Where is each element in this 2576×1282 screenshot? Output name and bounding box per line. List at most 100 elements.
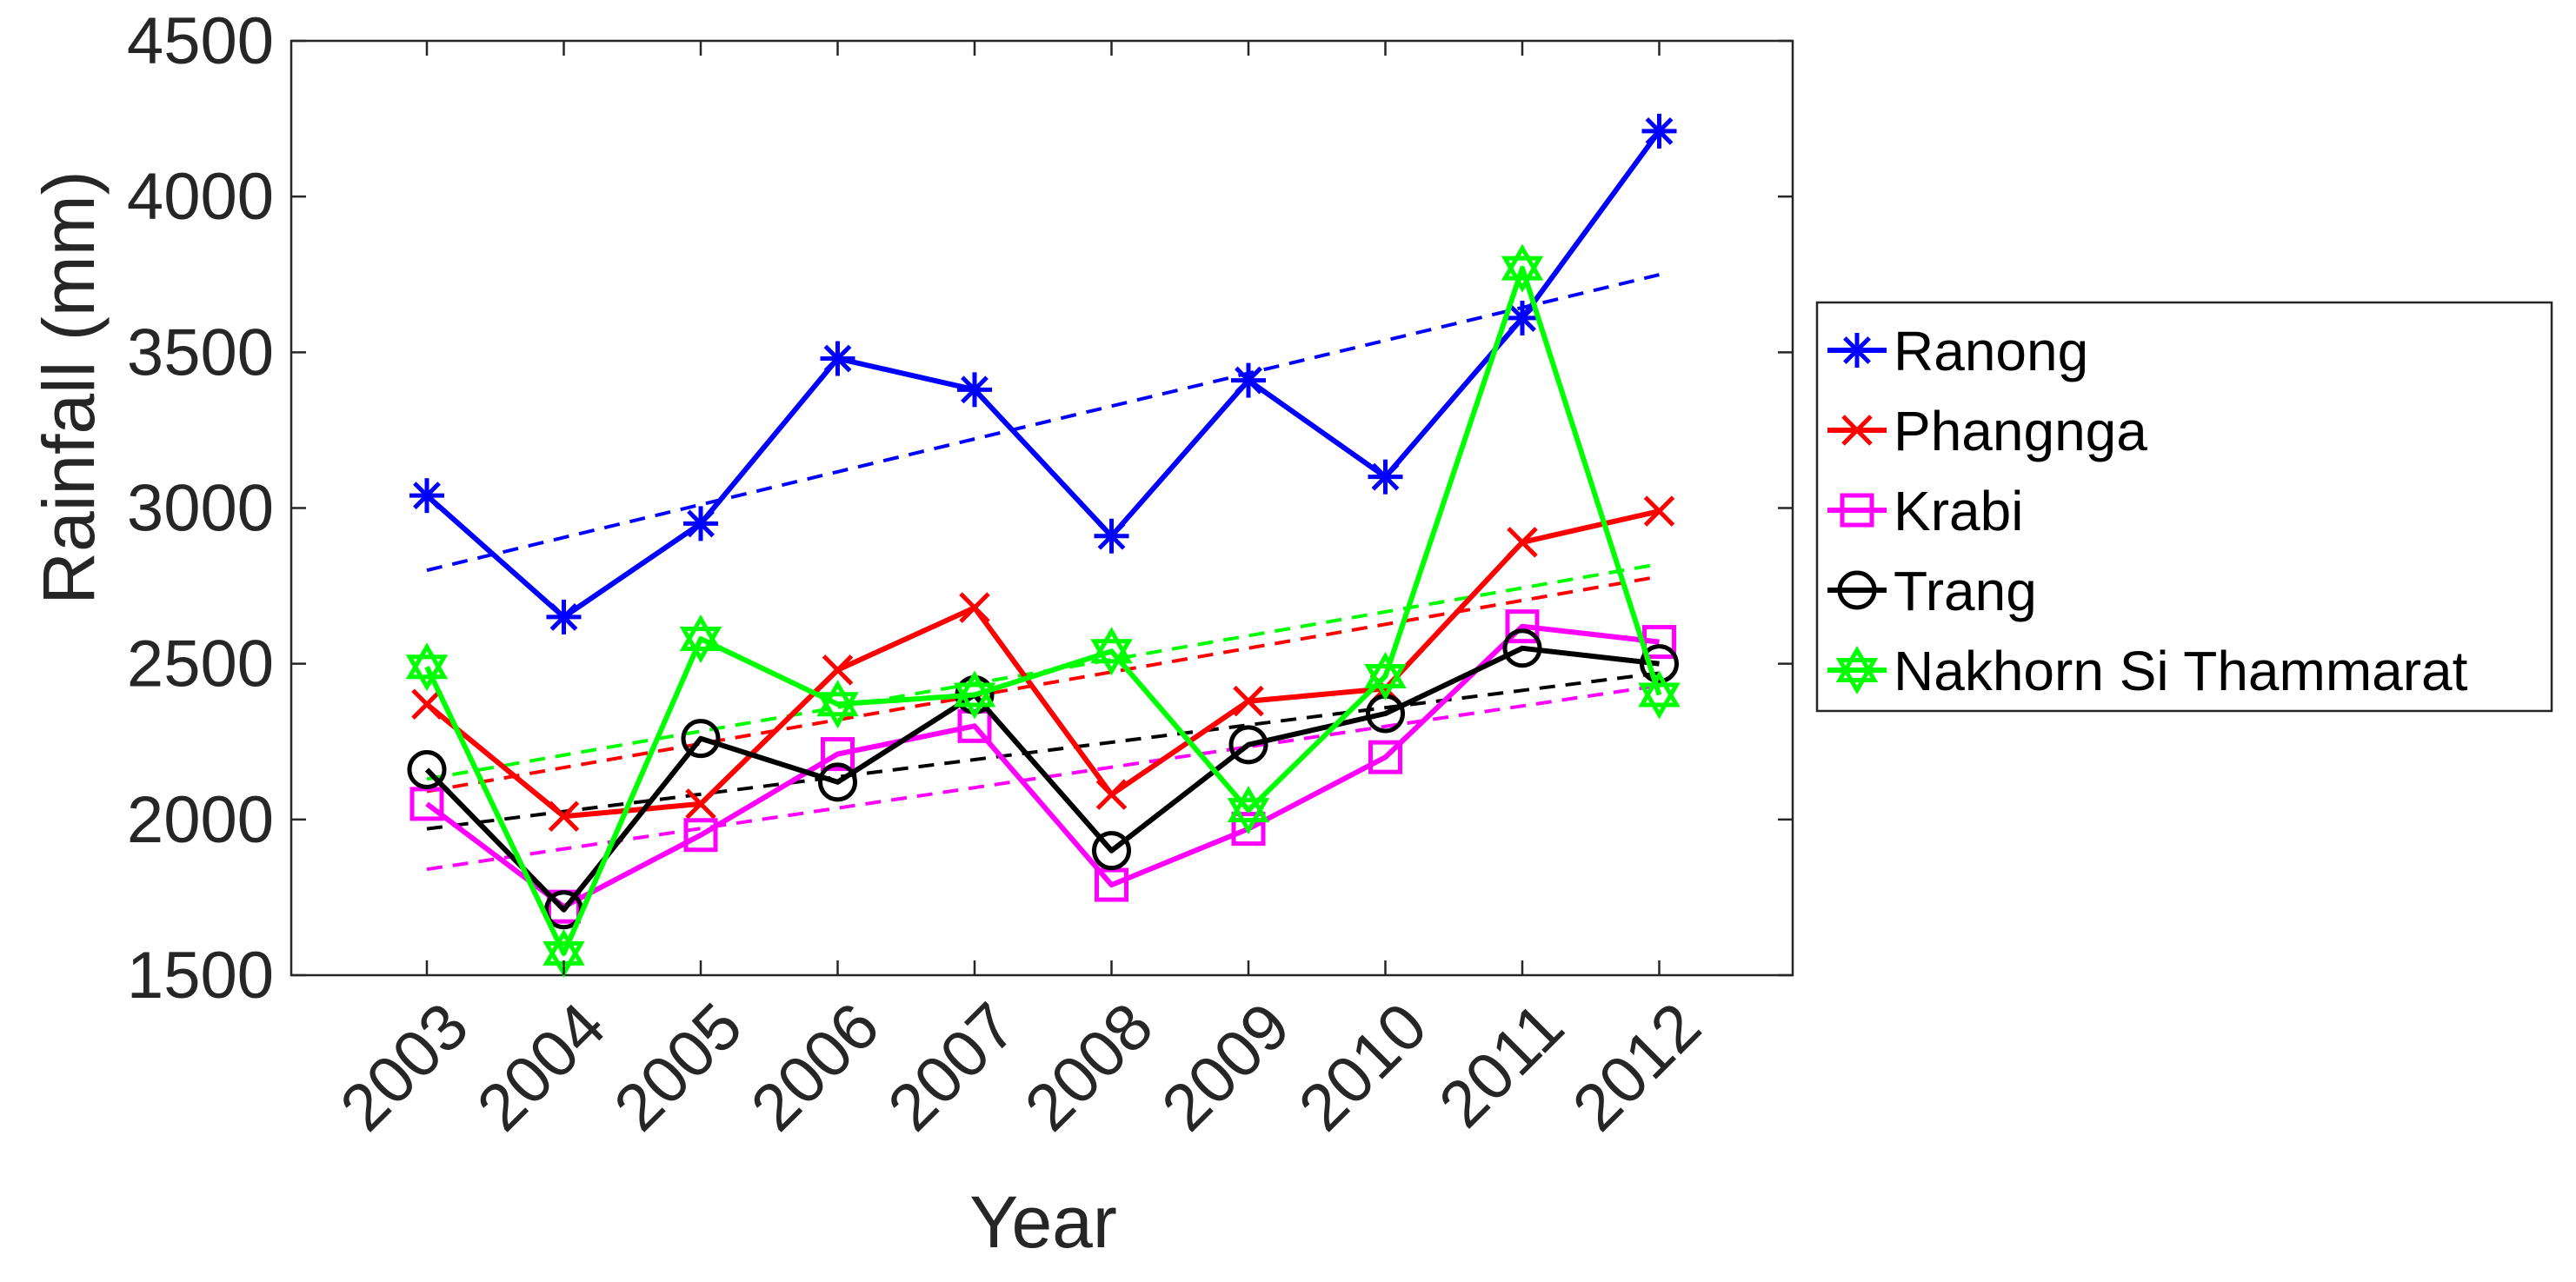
series-line	[424, 265, 1662, 956]
legend-label: Ranong	[1894, 320, 2088, 382]
data-point	[1505, 300, 1540, 335]
data-point	[1227, 786, 1270, 835]
hexagram-tri	[679, 614, 722, 651]
data-point	[1092, 831, 1131, 871]
data-point	[1095, 779, 1128, 810]
x-stroke	[548, 800, 580, 833]
data-point	[1840, 333, 1874, 368]
y-tick-label: 2500	[127, 628, 274, 701]
data-point	[1094, 518, 1129, 554]
data-point	[1090, 627, 1133, 676]
data-point	[1840, 493, 1874, 528]
data-point	[1231, 812, 1266, 847]
hexagram-tri	[953, 682, 996, 720]
plot-area	[290, 39, 1794, 977]
hexagram-tri	[1638, 682, 1681, 720]
x-stroke	[822, 654, 854, 686]
legend-label: Trang	[1894, 560, 2037, 622]
x-tick-label: 2010	[1285, 989, 1441, 1146]
y-tick-label: 2000	[127, 783, 274, 857]
data-point	[820, 341, 855, 376]
square-marker	[1231, 812, 1266, 847]
series-line	[425, 508, 1661, 820]
x-tick-label: 2003	[326, 989, 483, 1146]
asterisk-stroke	[1843, 336, 1871, 364]
data-point	[407, 750, 447, 789]
circle-marker	[1640, 644, 1679, 684]
data-point	[957, 372, 992, 408]
legend-item: Phangnga	[1827, 400, 2147, 462]
asterisk-stroke	[413, 482, 441, 510]
x-tick-label: 2009	[1148, 989, 1304, 1146]
series-lines	[405, 113, 1681, 978]
y-tick-label: 3000	[127, 472, 274, 546]
data-point	[685, 788, 716, 820]
y-axis-ticks: 1500 2000 2500 3000 3500 4000 4500	[127, 4, 1793, 1013]
data-point	[953, 670, 996, 720]
data-point	[1507, 527, 1538, 558]
y-tick-label: 1500	[127, 939, 274, 1013]
legend-item: Ranong	[1827, 320, 2088, 382]
hexagram-tri	[405, 642, 449, 680]
asterisk-stroke	[687, 509, 715, 538]
square-marker	[821, 737, 855, 772]
data-point	[1502, 628, 1542, 668]
data-point	[409, 478, 444, 514]
hexagram-tri	[542, 940, 585, 978]
hexagram-tri	[1364, 664, 1407, 701]
data-point	[411, 688, 443, 721]
square-marker	[683, 818, 718, 853]
data-point	[1641, 113, 1677, 149]
data-point	[1835, 645, 1879, 695]
asterisk-stroke	[1371, 462, 1400, 491]
data-point	[1368, 740, 1402, 774]
x-tick-label: 2004	[463, 989, 620, 1146]
x-stroke	[1507, 527, 1538, 558]
asterisk-stroke	[1645, 117, 1674, 145]
x-tick-label: 2008	[1011, 989, 1168, 1146]
data-point	[1638, 670, 1681, 720]
data-point	[821, 737, 855, 772]
legend: Ranong Phangnga Krabi Trang Nakhorn Si Thamm…	[1815, 301, 2553, 713]
series-line	[425, 623, 1660, 910]
hexagram-tri	[679, 627, 722, 664]
hexagram-tri	[816, 692, 859, 729]
x-axis-label: Year	[969, 1181, 1117, 1263]
data-point	[683, 506, 718, 541]
hexagram-tri	[1835, 658, 1879, 695]
y-axis-label: Rainfall (mm)	[28, 170, 110, 604]
data-point	[679, 614, 722, 664]
data-point	[1837, 570, 1877, 610]
y-tick-label: 4500	[127, 4, 274, 78]
asterisk-stroke	[549, 603, 578, 631]
data-point	[1233, 685, 1264, 717]
legend-item: Nakhorn Si Thammarat	[1827, 640, 2468, 702]
data-point	[1231, 362, 1266, 398]
series	[411, 495, 1675, 833]
x-stroke	[1095, 779, 1128, 810]
data-point	[681, 719, 721, 759]
data-point	[1228, 725, 1268, 765]
hexagram-tri	[405, 654, 449, 692]
data-point	[1505, 609, 1540, 644]
data-point	[405, 642, 449, 692]
trend-line	[426, 273, 1660, 573]
data-point	[818, 762, 857, 802]
data-point	[816, 680, 859, 729]
square-marker	[1840, 493, 1874, 528]
asterisk-stroke	[1097, 521, 1126, 550]
series	[409, 113, 1677, 634]
legend-label: Nakhorn Si Thammarat	[1894, 640, 2468, 702]
data-point	[683, 818, 718, 853]
hexagram-tri	[1227, 786, 1270, 823]
hexagram-tri	[1638, 670, 1681, 707]
data-point	[1364, 651, 1407, 701]
x-tick-label: 2005	[600, 989, 756, 1146]
asterisk-stroke	[823, 344, 852, 373]
circle-marker	[1837, 570, 1877, 610]
x-stroke	[1841, 415, 1873, 446]
hexagram-tri	[1364, 651, 1407, 688]
legend-label: Phangnga	[1894, 400, 2147, 462]
data-point	[548, 800, 580, 833]
